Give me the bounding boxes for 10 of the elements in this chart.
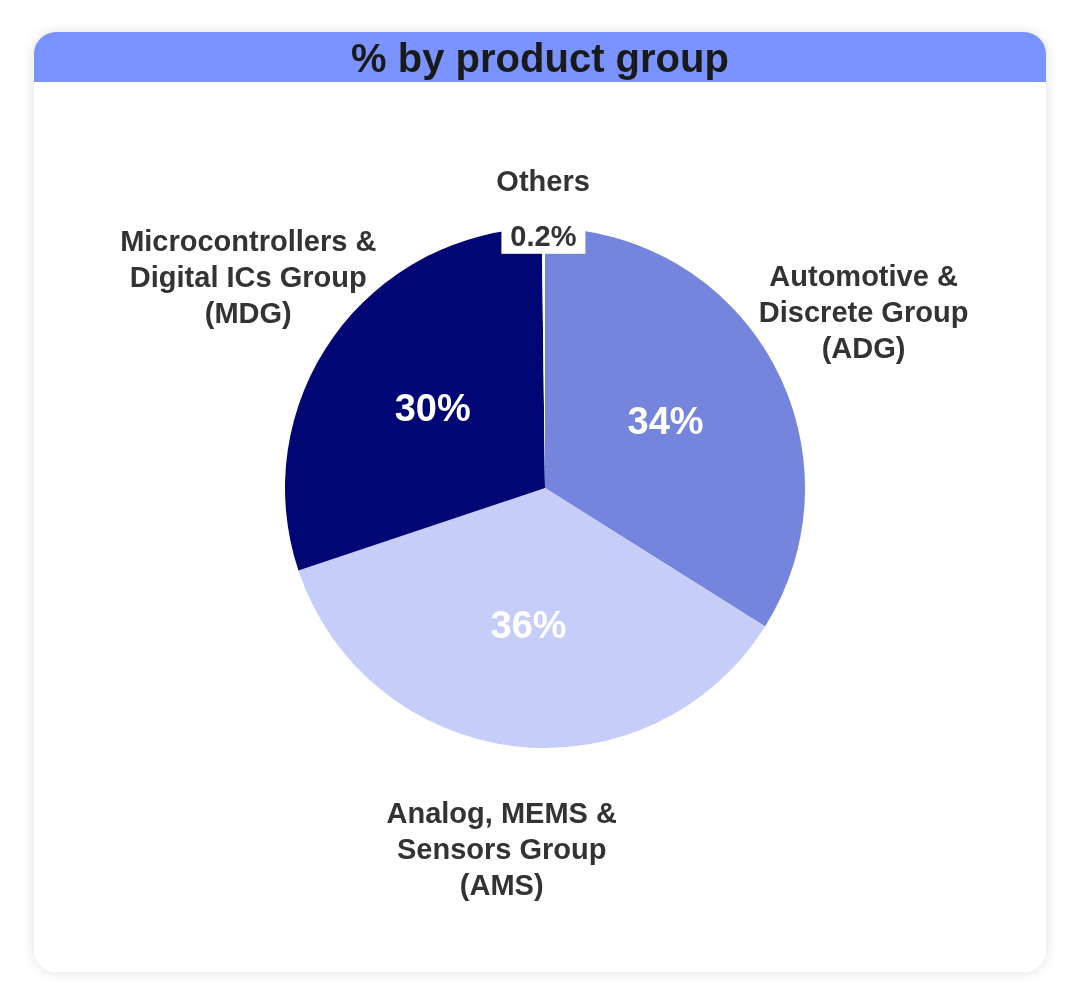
pie-slice [298, 488, 766, 748]
slice-label: Analog, MEMS & Sensors Group (AMS) [386, 797, 617, 902]
data-label: 34% [627, 400, 704, 443]
chart-title: % by product group [351, 36, 729, 80]
slice-label: Microcontrollers & Digital ICs Group (MDG) [120, 225, 377, 330]
data-label: 30% [394, 387, 471, 430]
slice-label: Others [496, 165, 590, 198]
data-label: 36% [490, 603, 567, 646]
data-label: 0.2% [510, 219, 577, 252]
slice-label: Automotive & Discrete Group (ADG) [758, 259, 969, 364]
